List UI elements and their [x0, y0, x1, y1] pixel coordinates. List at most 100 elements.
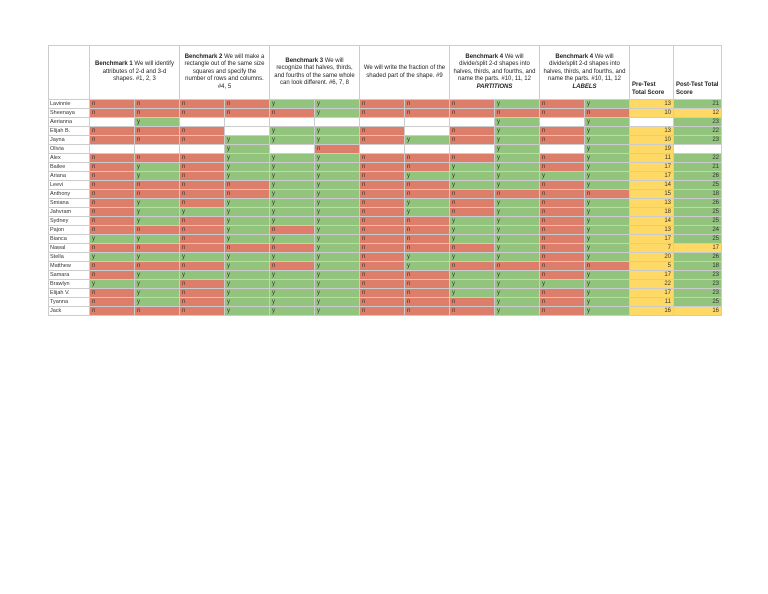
answer-cell[interactable]: n	[134, 261, 180, 271]
answer-cell[interactable]	[449, 144, 495, 154]
answer-cell[interactable]: n	[584, 189, 630, 199]
pre-test-score-cell[interactable]: 17	[629, 234, 674, 244]
pre-test-score-cell[interactable]: 17	[629, 288, 674, 298]
answer-cell[interactable]: y	[449, 234, 495, 244]
answer-cell[interactable]: n	[404, 225, 450, 235]
answer-cell[interactable]: n	[539, 288, 585, 298]
student-name[interactable]: Jahvram	[48, 207, 90, 217]
answer-cell[interactable]: y	[494, 288, 540, 298]
answer-cell[interactable]: n	[224, 243, 270, 253]
answer-cell[interactable]: n	[404, 189, 450, 199]
answer-cell[interactable]: n	[89, 198, 135, 208]
answer-cell[interactable]: y	[584, 135, 630, 145]
answer-cell[interactable]: y	[494, 135, 540, 145]
answer-cell[interactable]: y	[134, 234, 180, 244]
answer-cell[interactable]: y	[224, 306, 270, 316]
answer-cell[interactable]: y	[314, 288, 360, 298]
post-test-score-cell[interactable]: 22	[673, 126, 722, 136]
answer-cell[interactable]: n	[359, 153, 405, 163]
answer-cell[interactable]: n	[404, 243, 450, 253]
answer-cell[interactable]: n	[89, 99, 135, 109]
answer-cell[interactable]: y	[314, 180, 360, 190]
answer-cell[interactable]: y	[269, 288, 315, 298]
answer-cell[interactable]: y	[314, 198, 360, 208]
post-test-score-cell[interactable]	[673, 144, 722, 154]
answer-cell[interactable]: n	[539, 297, 585, 307]
answer-cell[interactable]: y	[449, 279, 495, 289]
answer-cell[interactable]: n	[449, 243, 495, 253]
answer-cell[interactable]	[269, 144, 315, 154]
answer-cell[interactable]: y	[449, 252, 495, 262]
pre-test-score-cell[interactable]: 16	[629, 306, 674, 316]
answer-cell[interactable]	[404, 144, 450, 154]
answer-cell[interactable]: n	[404, 99, 450, 109]
answer-cell[interactable]: y	[314, 279, 360, 289]
answer-cell[interactable]	[179, 144, 225, 154]
answer-cell[interactable]: y	[404, 252, 450, 262]
answer-cell[interactable]: y	[314, 126, 360, 136]
answer-cell[interactable]: y	[539, 279, 585, 289]
answer-cell[interactable]: y	[494, 126, 540, 136]
answer-cell[interactable]: n	[449, 297, 495, 307]
answer-cell[interactable]: y	[584, 162, 630, 172]
answer-cell[interactable]: y	[314, 234, 360, 244]
student-name[interactable]: Aerianna	[48, 117, 90, 127]
answer-cell[interactable]: n	[179, 234, 225, 244]
answer-cell[interactable]: n	[359, 189, 405, 199]
answer-cell[interactable]: n	[359, 126, 405, 136]
answer-cell[interactable]: y	[494, 270, 540, 280]
answer-cell[interactable]: y	[134, 270, 180, 280]
answer-cell[interactable]: n	[134, 153, 180, 163]
answer-cell[interactable]: y	[584, 180, 630, 190]
answer-cell[interactable]: y	[179, 252, 225, 262]
answer-cell[interactable]: y	[494, 234, 540, 244]
answer-cell[interactable]: n	[404, 180, 450, 190]
answer-cell[interactable]: y	[224, 261, 270, 271]
answer-cell[interactable]: y	[584, 153, 630, 163]
answer-cell[interactable]: n	[494, 261, 540, 271]
answer-cell[interactable]: y	[404, 261, 450, 271]
answer-cell[interactable]: n	[134, 135, 180, 145]
pre-test-score-cell[interactable]: 7	[629, 243, 674, 253]
answer-cell[interactable]: y	[269, 207, 315, 217]
answer-cell[interactable]: y	[584, 288, 630, 298]
answer-cell[interactable]: y	[404, 171, 450, 181]
student-name[interactable]: Elijah B.	[48, 126, 90, 136]
answer-cell[interactable]: n	[89, 261, 135, 271]
post-test-score-cell[interactable]: 25	[673, 216, 722, 226]
answer-cell[interactable]: n	[179, 108, 225, 118]
answer-cell[interactable]: n	[359, 198, 405, 208]
answer-cell[interactable]: n	[404, 216, 450, 226]
answer-cell[interactable]: n	[539, 153, 585, 163]
answer-cell[interactable]: y	[179, 207, 225, 217]
answer-cell[interactable]: y	[134, 252, 180, 262]
pre-test-score-cell[interactable]: 11	[629, 153, 674, 163]
answer-cell[interactable]: y	[224, 225, 270, 235]
answer-cell[interactable]: y	[134, 207, 180, 217]
post-test-score-cell[interactable]: 22	[673, 153, 722, 163]
answer-cell[interactable]: n	[179, 216, 225, 226]
answer-cell[interactable]: n	[89, 162, 135, 172]
answer-cell[interactable]: n	[539, 270, 585, 280]
student-name[interactable]: Nawal	[48, 243, 90, 253]
answer-cell[interactable]: n	[269, 225, 315, 235]
answer-cell[interactable]: n	[449, 99, 495, 109]
section-header-2[interactable]: Benchmark 2 We will make a rectangle out…	[179, 45, 270, 100]
answer-cell[interactable]: y	[539, 171, 585, 181]
answer-cell[interactable]: n	[359, 225, 405, 235]
answer-cell[interactable]: n	[449, 108, 495, 118]
answer-cell[interactable]: n	[179, 99, 225, 109]
student-name[interactable]: Stella	[48, 252, 90, 262]
post-test-score-cell[interactable]: 18	[673, 189, 722, 199]
answer-cell[interactable]: n	[89, 306, 135, 316]
answer-cell[interactable]: y	[134, 198, 180, 208]
answer-cell[interactable]: n	[89, 270, 135, 280]
post-test-score-cell[interactable]: 26	[673, 252, 722, 262]
answer-cell[interactable]: y	[494, 216, 540, 226]
answer-cell[interactable]: n	[359, 99, 405, 109]
answer-cell[interactable]: n	[359, 306, 405, 316]
answer-cell[interactable]: y	[314, 216, 360, 226]
answer-cell[interactable]: y	[494, 297, 540, 307]
answer-cell[interactable]: n	[179, 135, 225, 145]
answer-cell[interactable]: n	[179, 306, 225, 316]
